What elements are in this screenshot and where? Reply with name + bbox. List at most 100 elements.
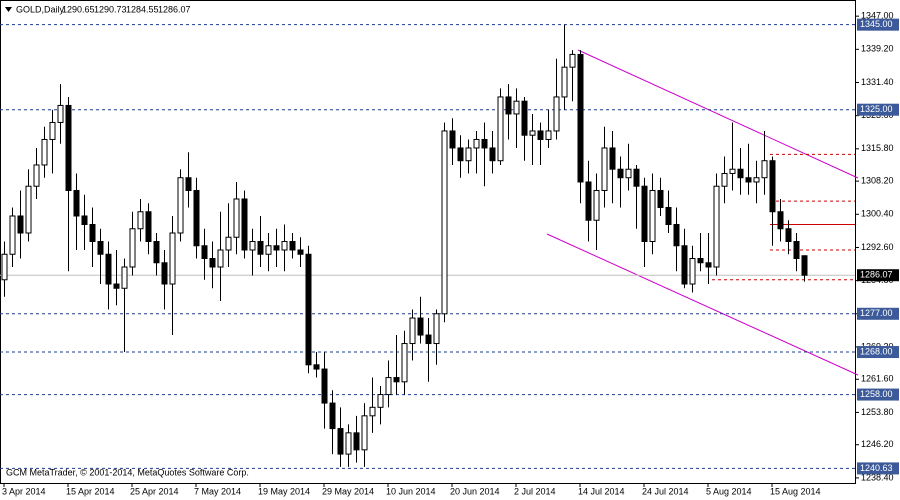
bear-body [145, 211, 152, 242]
bear-body [81, 215, 88, 225]
bear-body [641, 185, 648, 242]
bear-body [193, 189, 200, 247]
level-label-box [857, 307, 899, 320]
bear-body [577, 53, 584, 183]
bear-body [769, 160, 776, 213]
bear-body [241, 198, 248, 251]
bear-body [321, 368, 328, 404]
bear-body [617, 168, 624, 179]
x-tick-label: 7 May 2014 [194, 486, 241, 496]
y-tick-label: 1253.80 [861, 407, 894, 417]
bear-body [705, 262, 712, 268]
bear-body [665, 206, 672, 225]
bull-body [129, 228, 136, 268]
plot-frame [0, 0, 856, 484]
bull-body [137, 211, 144, 230]
x-tick-label: 24 Jul 2014 [642, 486, 689, 496]
bull-body [377, 394, 384, 408]
x-tick-label: 10 Jun 2014 [386, 486, 436, 496]
channel-upper [577, 49, 859, 179]
bear-body [801, 255, 808, 276]
bull-body [369, 406, 376, 417]
bull-body [441, 130, 448, 315]
bull-body [513, 100, 520, 115]
bear-body [745, 177, 752, 183]
bear-body [457, 147, 464, 162]
bull-body [1, 253, 8, 281]
last-high: 1290.73 [94, 4, 127, 14]
bull-body [233, 198, 240, 238]
bear-body [609, 147, 616, 170]
bear-body [481, 138, 488, 149]
bear-body [105, 253, 112, 285]
bull-body [401, 343, 408, 383]
bull-body [217, 249, 224, 268]
bull-body [497, 96, 504, 162]
bull-body [753, 177, 760, 183]
y-tick-label: 1315.80 [861, 143, 894, 153]
bull-body [361, 415, 368, 451]
bear-body [521, 100, 528, 136]
bull-body [265, 245, 272, 255]
bull-body [721, 172, 728, 187]
x-tick-label: 25 Apr 2014 [130, 486, 179, 496]
bull-body [57, 104, 64, 123]
bull-body [49, 121, 56, 140]
bull-body [569, 53, 576, 68]
bear-body [97, 241, 104, 255]
bull-body [177, 177, 184, 234]
bull-body [761, 160, 768, 179]
bull-body [473, 138, 480, 149]
bull-body [281, 241, 288, 251]
bull-body [689, 258, 696, 285]
x-tick-label: 5 Aug 2014 [706, 486, 752, 496]
price-label-box [857, 269, 899, 282]
bear-body [17, 215, 24, 234]
bear-body [161, 262, 168, 285]
last-low: 1284.55 [126, 4, 159, 14]
bull-body [601, 147, 608, 191]
level-label: 1345.00 [860, 19, 893, 29]
menu-triangle[interactable] [5, 7, 12, 12]
bull-body [169, 232, 176, 285]
bear-body [257, 241, 264, 255]
last-close: 1286.07 [158, 4, 191, 14]
bear-body [305, 253, 312, 366]
bull-body [713, 185, 720, 268]
y-tick-label: 1347.00 [861, 11, 894, 21]
level-label-box [857, 346, 899, 359]
level-label: 1258.00 [860, 389, 893, 399]
y-tick-label: 1308.20 [861, 176, 894, 186]
x-tick-label: 14 Jul 2014 [578, 486, 625, 496]
bear-body [393, 377, 400, 383]
bear-body [89, 223, 96, 242]
y-tick-label: 1339.20 [861, 44, 894, 54]
y-tick-label: 1238.40 [861, 472, 894, 482]
x-tick-label: 19 May 2014 [258, 486, 310, 496]
bear-body [737, 168, 744, 179]
bear-body [329, 402, 336, 430]
level-label-box [857, 18, 899, 31]
bear-body [153, 241, 160, 264]
bull-body [729, 168, 736, 174]
footer: GCM MetaTrader, © 2001-2014, MetaQuotes … [6, 467, 249, 477]
bear-body [777, 211, 784, 230]
bear-body [201, 245, 208, 260]
level-label: 1268.00 [860, 346, 893, 356]
bull-body [625, 168, 632, 179]
level-label-box [857, 462, 899, 475]
level-label: 1325.00 [860, 104, 893, 114]
bull-body [561, 66, 568, 98]
bear-body [209, 258, 216, 268]
bear-body [73, 189, 80, 217]
bull-body [553, 96, 560, 132]
y-tick-label: 1300.40 [861, 209, 894, 219]
x-tick-label: 3 Apr 2014 [2, 486, 46, 496]
bear-body [681, 245, 688, 285]
bull-body [249, 241, 256, 251]
price-label: 1286.07 [860, 270, 893, 280]
x-tick-label: 15 Apr 2014 [66, 486, 115, 496]
bear-body [537, 130, 544, 140]
bull-body [33, 164, 40, 187]
level-label-box [857, 388, 899, 401]
